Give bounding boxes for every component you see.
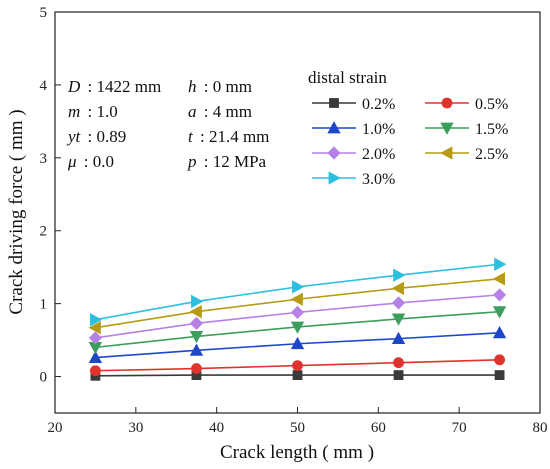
legend-title: distal strain bbox=[308, 68, 387, 87]
param-t: t : 21.4 mm bbox=[188, 127, 269, 146]
legend-item: 3.0% bbox=[312, 171, 395, 188]
data-point bbox=[494, 370, 505, 380]
data-point bbox=[290, 336, 305, 350]
legend-label: 0.2% bbox=[362, 96, 395, 113]
legend-label: 2.0% bbox=[362, 146, 395, 163]
parameter-annotations: D : 1422 mm m : 1.0 yt : 0.89 μ : 0.0 h … bbox=[66, 77, 269, 171]
legend-marker bbox=[327, 121, 341, 134]
legend-marker bbox=[441, 97, 453, 109]
legend-label: 0.5% bbox=[475, 96, 508, 113]
series-0.5% bbox=[90, 354, 505, 377]
y-tick-label: 4 bbox=[40, 78, 48, 94]
data-point bbox=[189, 343, 204, 356]
x-tick-label: 80 bbox=[533, 420, 548, 436]
y-tick-label: 2 bbox=[40, 224, 48, 240]
x-axis-title: Crack length ( mm ) bbox=[220, 442, 374, 463]
data-point bbox=[391, 296, 406, 310]
param-D: D : 1422 mm bbox=[67, 77, 161, 96]
data-point bbox=[90, 365, 101, 377]
data-point bbox=[393, 268, 406, 282]
legend-item: 2.0% bbox=[312, 146, 395, 163]
data-point bbox=[494, 354, 505, 366]
data-point bbox=[492, 272, 505, 286]
data-point bbox=[189, 316, 204, 330]
param-p: p : 12 MPa bbox=[187, 152, 267, 171]
series-2.0% bbox=[88, 288, 507, 345]
legend-item: 0.2% bbox=[312, 96, 395, 113]
y-axis-ticks: 0 1 2 3 4 5 bbox=[40, 5, 61, 386]
legend-item: 1.5% bbox=[425, 121, 508, 138]
y-tick-label: 1 bbox=[40, 297, 48, 313]
plot-frame bbox=[54, 11, 541, 414]
x-tick-label: 20 bbox=[48, 420, 63, 436]
series-2.5% bbox=[88, 272, 505, 335]
data-point bbox=[393, 357, 404, 369]
legend-item: 2.5% bbox=[425, 146, 508, 163]
legend: distal strain 0.2% 0.5% 1.0% 1.5% 2.0% 2.5% 3.… bbox=[308, 68, 508, 188]
legend-item: 0.5% bbox=[425, 96, 508, 113]
legend-marker bbox=[328, 171, 341, 185]
data-point bbox=[88, 350, 103, 363]
data-point bbox=[290, 321, 305, 334]
y-axis-title: Crack driving force ( mm ) bbox=[6, 109, 27, 314]
legend-marker bbox=[440, 122, 454, 135]
x-tick-label: 70 bbox=[452, 420, 467, 436]
data-point bbox=[292, 360, 303, 372]
data-point bbox=[393, 370, 404, 380]
legend-label: 2.5% bbox=[475, 146, 508, 163]
series-3.0% bbox=[90, 257, 507, 327]
legend-label: 1.5% bbox=[475, 121, 508, 138]
data-point bbox=[90, 313, 103, 327]
data-point bbox=[88, 331, 102, 345]
series-1.5% bbox=[88, 306, 507, 355]
legend-item: 1.0% bbox=[312, 121, 395, 138]
data-point bbox=[88, 321, 101, 335]
data-point bbox=[290, 292, 303, 306]
param-mu: μ : 0.0 bbox=[67, 152, 114, 171]
data-point bbox=[191, 294, 204, 309]
data-point bbox=[391, 281, 404, 295]
legend-label: 1.0% bbox=[362, 121, 395, 138]
param-a: a : 4 mm bbox=[188, 102, 252, 121]
data-point bbox=[189, 304, 202, 319]
series-layer bbox=[88, 257, 507, 381]
data-point bbox=[191, 363, 202, 374]
data-point bbox=[492, 325, 507, 339]
legend-marker bbox=[440, 146, 453, 160]
legend-marker bbox=[329, 98, 339, 108]
data-point bbox=[391, 313, 406, 326]
data-point bbox=[493, 288, 507, 302]
data-point bbox=[391, 331, 406, 345]
data-point bbox=[292, 280, 305, 294]
data-point bbox=[292, 370, 303, 380]
legend-marker bbox=[327, 146, 341, 160]
y-tick-label: 3 bbox=[40, 151, 48, 167]
series-0.2% bbox=[90, 370, 505, 381]
y-tick-label: 0 bbox=[40, 370, 48, 386]
x-tick-label: 30 bbox=[128, 420, 143, 436]
legend-label: 3.0% bbox=[362, 171, 395, 188]
series-1.0% bbox=[88, 325, 507, 363]
data-point bbox=[492, 306, 507, 319]
x-axis-ticks: 20 30 40 50 60 70 80 bbox=[48, 407, 548, 436]
data-point bbox=[494, 257, 507, 271]
param-m: m : 1.0 bbox=[68, 102, 118, 121]
x-tick-label: 40 bbox=[209, 420, 224, 436]
x-tick-label: 50 bbox=[290, 420, 305, 436]
param-h: h : 0 mm bbox=[188, 77, 252, 96]
data-point bbox=[189, 331, 204, 344]
param-yt: yt : 0.89 bbox=[66, 127, 126, 146]
y-tick-label: 5 bbox=[40, 5, 48, 21]
data-point bbox=[290, 305, 305, 319]
x-tick-label: 60 bbox=[371, 420, 386, 436]
